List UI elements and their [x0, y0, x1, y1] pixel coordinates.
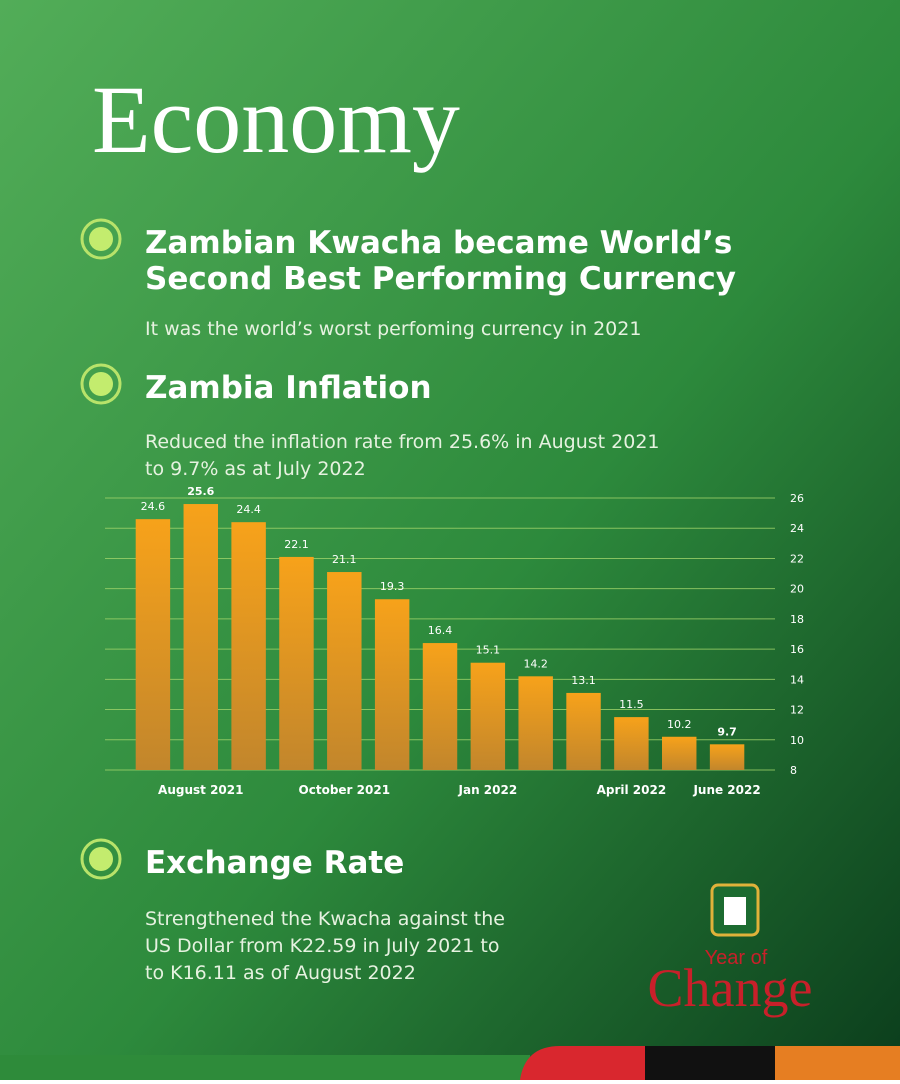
data-label: 16.4 [428, 624, 453, 637]
data-label: 10.2 [667, 718, 692, 731]
bullet-ring [80, 838, 122, 880]
bullet-dot [89, 372, 113, 396]
data-label: 22.1 [284, 538, 309, 551]
stripe-black [645, 1046, 777, 1080]
data-label: 15.1 [476, 644, 501, 657]
bullet-dot [89, 847, 113, 871]
section-description: It was the world’s worst perfoming curre… [145, 318, 641, 340]
section-description: Reduced the inflation rate from 25.6% in… [145, 431, 660, 453]
y-tick-label: 12 [790, 704, 804, 717]
data-label: 25.6 [187, 485, 214, 498]
section-heading: Zambian Kwacha became World’s [145, 225, 732, 261]
bar [709, 744, 745, 770]
y-tick-label: 24 [790, 522, 804, 535]
data-label: 24.6 [141, 500, 166, 513]
logo-line1: Year of [705, 947, 768, 969]
section-description: Strengthened the Kwacha against the [145, 908, 505, 930]
bar [279, 556, 314, 770]
bar [231, 522, 266, 770]
bar [518, 676, 553, 770]
y-tick-label: 16 [790, 643, 804, 656]
data-label: 11.5 [619, 698, 644, 711]
x-tick-label: April 2022 [597, 783, 667, 797]
section-heading: Exchange Rate [145, 845, 404, 881]
section-description: to K16.11 as of August 2022 [145, 962, 416, 984]
stripe-green [0, 1055, 530, 1080]
data-label: 19.3 [380, 580, 405, 593]
bullet-dot [89, 227, 113, 251]
chart: 8 10 12 14 16 18 20 22 24 26 24.6 25.6 August 2021 24… [105, 485, 804, 797]
x-tick-label: Jan 2022 [458, 783, 518, 797]
stripe-orange [775, 1046, 900, 1080]
y-tick-label: 20 [790, 583, 804, 596]
bar [422, 643, 458, 770]
y-tick-label: 22 [790, 552, 804, 565]
flag-stripe [0, 1046, 900, 1080]
bar [662, 736, 697, 770]
x-tick-label: August 2021 [158, 783, 243, 797]
logo: Year of Change [648, 883, 813, 1018]
data-label: 13.1 [571, 674, 596, 687]
data-label: 21.1 [332, 553, 357, 566]
shield [724, 897, 746, 925]
section-heading: Second Best Performing Currency [145, 261, 736, 297]
section-description: to 9.7% as at July 2022 [145, 458, 366, 480]
y-tick-label: 26 [790, 492, 804, 505]
y-tick-label: 14 [790, 673, 804, 686]
page-title: Economy [92, 66, 460, 173]
bar [614, 717, 649, 770]
data-label: 14.2 [523, 657, 548, 670]
data-label: 9.7 [717, 725, 737, 738]
logo-line2: Change [648, 958, 813, 1018]
x-tick-label: October 2021 [299, 783, 391, 797]
bar [135, 519, 171, 770]
bar [470, 662, 506, 770]
bar [327, 572, 362, 770]
bar [183, 504, 218, 770]
x-tick-label: June 2022 [692, 783, 760, 797]
bullet-ring [80, 218, 122, 260]
y-tick-label: 8 [790, 764, 797, 777]
bullet-ring [80, 363, 122, 405]
section-heading: Zambia Inflation [145, 370, 432, 406]
y-tick-label: 18 [790, 613, 804, 626]
data-label: 24.4 [236, 503, 261, 516]
stripe-red [520, 1046, 648, 1080]
bar [566, 692, 601, 770]
section-description: US Dollar from K22.59 in July 2021 to [145, 935, 500, 957]
bar [374, 599, 410, 770]
y-tick-label: 10 [790, 734, 804, 747]
